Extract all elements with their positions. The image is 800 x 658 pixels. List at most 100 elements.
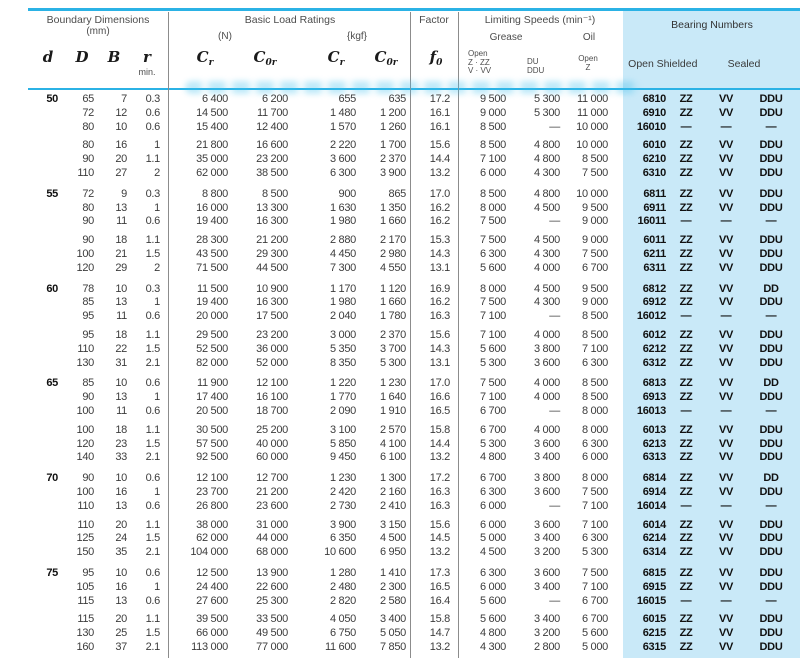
- cell-c0r-n: 22 600: [256, 580, 288, 593]
- cell-sealed-ddu-suffix: DDU: [759, 518, 783, 531]
- cell-sealed-ddu-suffix: DD: [763, 472, 779, 485]
- cell-sealed-vv-suffix: VV: [718, 580, 734, 593]
- cell-c0r-n: 44 000: [256, 532, 288, 545]
- cell-cr-kgf: 4 050: [329, 613, 356, 626]
- cell-B: 7: [121, 93, 127, 105]
- cell-B: 13: [115, 296, 127, 309]
- spacer: [612, 93, 623, 107]
- cell-r: 2.1: [145, 451, 161, 464]
- cell-bearing-number: 6013: [642, 423, 667, 436]
- cell-sealed-ddu-suffix: DDU: [759, 139, 783, 152]
- cell-bearing-number: 6211: [643, 247, 666, 260]
- row-group: 60 78 10 0.3 11 500 10 900 1 170 1 120 1…: [0, 283, 800, 371]
- col-header-cr-kgf: Cr: [327, 48, 345, 68]
- cell-f0: 13.2: [429, 546, 451, 559]
- table-row: 70 90 10 0.6 12 100 12 700 1 230 1 300 1…: [0, 472, 800, 486]
- cell-bearing-number: 6914: [642, 485, 667, 498]
- cell-sealed-ddu-suffix: DDU: [759, 532, 783, 545]
- cell-grease-ddu-speed: 4 500: [533, 282, 560, 295]
- cell-B: 21: [115, 247, 127, 260]
- cell-c0r-n: 29 300: [256, 247, 288, 260]
- cell-d: 75: [46, 566, 58, 579]
- cell-c0r-kgf: 4 100: [379, 437, 406, 450]
- cell-oil-open-speed: 5 000: [581, 640, 608, 653]
- cell-d: [20, 343, 60, 357]
- cell-c0r-kgf: 4 500: [379, 532, 406, 545]
- cell-grease-open-speed: 8 500: [479, 187, 506, 200]
- row-triplet: 90 18 1.1 28 300 21 200 2 880 2 170 15.3…: [0, 234, 800, 275]
- cell-bearing-number: 16011: [637, 215, 667, 228]
- cell-grease-open-speed: 7 100: [479, 328, 506, 341]
- cell-shielded-suffix: ZZ: [679, 627, 693, 640]
- cell-c0r-n: 10 900: [256, 282, 288, 295]
- cell-sealed-vv-suffix: VV: [718, 566, 734, 579]
- cell-shielded-suffix: ZZ: [679, 485, 693, 498]
- cell-c0r-n: 16 600: [256, 139, 288, 152]
- cell-r: 0.3: [145, 282, 161, 295]
- f0-subscript: 0: [436, 58, 443, 68]
- cell-D: 90: [82, 234, 94, 247]
- table-row: 125 24 1.5 62 000 44 000 6 350 4 500 14.…: [0, 532, 800, 546]
- cell-c0r-kgf: 5 300: [379, 356, 406, 369]
- cell-f0: 14.5: [429, 532, 451, 545]
- cell-B: 13: [115, 499, 127, 512]
- cell-shielded-suffix: ZZ: [679, 391, 693, 404]
- cell-f0: 13.2: [429, 451, 451, 464]
- cell-c0r-n: 16 300: [256, 296, 288, 309]
- cell-bearing-number: 6214: [642, 532, 667, 545]
- cell-grease-ddu-speed: 4 500: [533, 234, 560, 247]
- cell-sealed-ddu-suffix: DDU: [759, 423, 783, 436]
- cell-grease-open-speed: 4 800: [479, 451, 506, 464]
- cell-d: [20, 627, 60, 641]
- row-group: 70 90 10 0.6 12 100 12 700 1 230 1 300 1…: [0, 472, 800, 560]
- cell-shielded-suffix: ZZ: [679, 356, 693, 369]
- cell-c0r-kgf: 865: [388, 187, 407, 200]
- cell-grease-ddu-speed: 3 400: [533, 613, 560, 626]
- spacer: [612, 627, 623, 641]
- cell-shielded-suffix: ZZ: [679, 93, 693, 105]
- cell-sealed-ddu-suffix: —: [765, 310, 777, 323]
- cell-shielded-suffix: ZZ: [679, 580, 693, 593]
- cell-oil-open-speed: 6 300: [581, 532, 608, 545]
- cell-shielded-suffix: ZZ: [679, 282, 693, 295]
- cell-c0r-kgf: 2 570: [379, 423, 406, 436]
- cell-cr-n: 19 400: [196, 296, 228, 309]
- cell-sealed-vv-suffix: VV: [718, 247, 734, 260]
- cell-sealed-vv-suffix: VV: [718, 187, 734, 200]
- cell-grease-open-speed: 7 500: [479, 234, 506, 247]
- cell-bearing-number: 6813: [642, 377, 667, 390]
- col-header-B: B: [107, 48, 121, 66]
- cell-grease-open-speed: 6 700: [479, 423, 506, 436]
- cell-sealed-ddu-suffix: —: [765, 120, 777, 133]
- cell-d: [20, 581, 60, 595]
- table-row: 65 85 10 0.6 11 900 12 100 1 220 1 230 1…: [0, 377, 800, 391]
- cell-grease-ddu-speed: 3 600: [533, 437, 560, 450]
- table-row: 110 13 0.6 26 800 23 600 2 730 2 410 16.…: [0, 500, 800, 514]
- cell-d: [20, 296, 60, 310]
- cell-shielded-suffix: ZZ: [679, 106, 693, 119]
- cell-cr-kgf: 655: [338, 93, 357, 105]
- cell-c0r-n: 16 300: [256, 215, 288, 228]
- cell-B: 13: [115, 594, 127, 607]
- cell-c0r-kgf: 3 150: [379, 518, 406, 531]
- table-row: 100 18 1.1 30 500 25 200 3 100 2 570 15.…: [0, 424, 800, 438]
- spacer: [612, 391, 623, 405]
- spacer: [612, 121, 623, 135]
- row-triplet: 75 95 10 0.6 12 500 13 900 1 280 1 410 1…: [0, 567, 800, 608]
- cell-f0: 16.6: [429, 391, 451, 404]
- spacer: [612, 472, 623, 486]
- cell-grease-open-speed: 5 600: [479, 261, 506, 274]
- cell-oil-open-speed: 7 100: [581, 518, 608, 531]
- cell-f0: 16.5: [429, 404, 451, 417]
- cell-grease-ddu-speed: 3 600: [533, 356, 560, 369]
- table-row: 110 22 1.5 52 500 36 000 5 350 3 700 14.…: [0, 343, 800, 357]
- cell-grease-open-speed: 6 300: [479, 247, 506, 260]
- cell-shielded-suffix: ZZ: [679, 234, 693, 247]
- cell-f0: 17.0: [429, 187, 451, 200]
- cell-sealed-ddu-suffix: —: [765, 404, 777, 417]
- cell-oil-open-speed: 6 000: [581, 451, 608, 464]
- cell-shielded-suffix: ZZ: [679, 296, 693, 309]
- cell-f0: 17.2: [429, 93, 451, 105]
- cell-r: 0.3: [145, 187, 161, 200]
- cell-sealed-vv-suffix: VV: [718, 437, 734, 450]
